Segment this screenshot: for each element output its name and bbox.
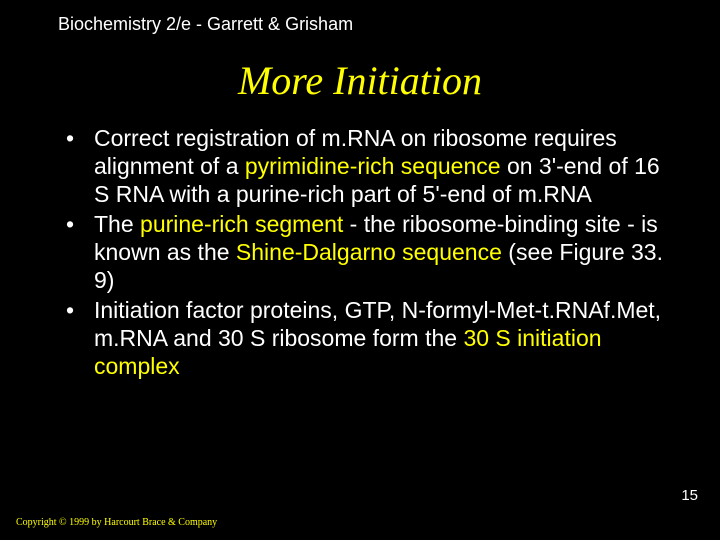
highlight-text: purine-rich segment (140, 211, 343, 237)
textbook-header: Biochemistry 2/e - Garrett & Grisham (0, 0, 720, 35)
bullet-item: Correct registration of m.RNA on ribosom… (58, 124, 670, 208)
body-text: The (94, 211, 140, 237)
bullet-list: Correct registration of m.RNA on ribosom… (58, 124, 670, 380)
slide-content: Correct registration of m.RNA on ribosom… (0, 124, 720, 380)
highlight-text: Shine-Dalgarno sequence (236, 239, 502, 265)
copyright-text: Copyright © 1999 by Harcourt Brace & Com… (16, 517, 217, 528)
bullet-item: The purine-rich segment - the ribosome-b… (58, 210, 670, 294)
slide-title: More Initiation (0, 57, 720, 104)
highlight-text: pyrimidine-rich sequence (245, 153, 501, 179)
bullet-item: Initiation factor proteins, GTP, N-formy… (58, 296, 670, 380)
page-number: 15 (681, 487, 698, 504)
